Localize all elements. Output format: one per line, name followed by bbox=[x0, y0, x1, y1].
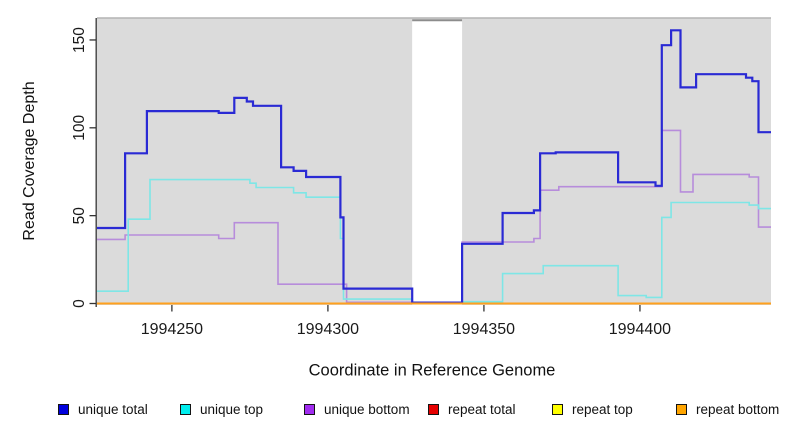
legend-item-repeat-total: repeat total bbox=[428, 399, 516, 419]
y-tick-label: 50 bbox=[71, 207, 88, 225]
legend-label-repeat-top: repeat top bbox=[572, 401, 633, 417]
legend-swatch-unique-bottom bbox=[304, 403, 315, 415]
legend: unique total unique top unique bottom re… bbox=[0, 399, 792, 423]
legend-swatch-repeat-total bbox=[428, 403, 439, 415]
legend-item-unique-top: unique top bbox=[180, 399, 263, 419]
x-tick-label: 1994350 bbox=[453, 321, 515, 338]
y-tick-label: 0 bbox=[71, 299, 88, 308]
legend-label-repeat-bottom: repeat bottom bbox=[696, 401, 780, 417]
series-line-unique-total bbox=[97, 29, 771, 304]
y-axis-title: Read Coverage Depth bbox=[21, 81, 38, 241]
x-tick-label: 1994300 bbox=[297, 321, 359, 338]
legend-swatch-unique-total bbox=[58, 403, 69, 415]
series-line-unique-bottom bbox=[97, 129, 771, 304]
legend-item-unique-bottom: unique bottom bbox=[304, 399, 410, 419]
x-tick-label: 1994400 bbox=[609, 321, 671, 338]
legend-label-unique-bottom: unique bottom bbox=[324, 401, 410, 417]
masked-region bbox=[412, 19, 463, 305]
legend-swatch-repeat-top bbox=[552, 403, 563, 415]
legend-label-unique-total: unique total bbox=[78, 401, 148, 417]
legend-label-repeat-total: repeat total bbox=[448, 401, 516, 417]
legend-item-repeat-top: repeat top bbox=[552, 399, 633, 419]
y-tick-label: 100 bbox=[71, 114, 88, 140]
legend-swatch-unique-top bbox=[180, 403, 191, 415]
legend-label-unique-top: unique top bbox=[200, 401, 264, 417]
x-tick-label: 1994250 bbox=[141, 321, 203, 338]
y-tick-label: 150 bbox=[71, 27, 88, 53]
legend-item-repeat-bottom: repeat bottom bbox=[676, 399, 779, 419]
legend-swatch-repeat-bottom bbox=[676, 403, 687, 415]
x-axis-title: Coordinate in Reference Genome bbox=[308, 361, 556, 380]
legend-item-unique-total: unique total bbox=[58, 399, 148, 419]
